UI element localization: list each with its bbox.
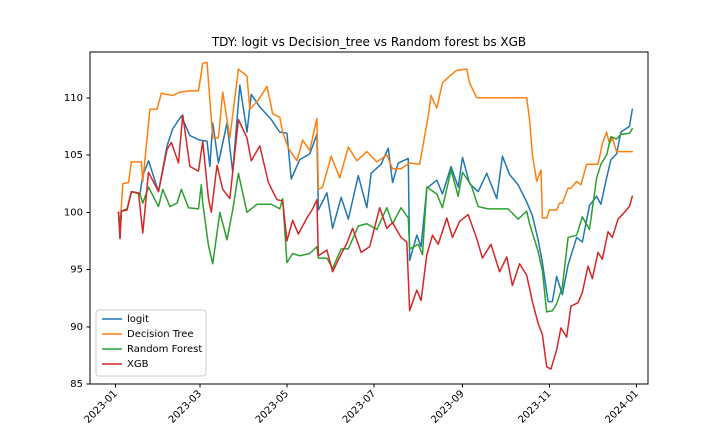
- axes-frame: [89, 51, 649, 385]
- series-line-xgb: [117, 114, 634, 370]
- y-tick-label: 95: [70, 265, 83, 276]
- chart-title: TDY: logit vs Decision_tree vs Random fo…: [211, 35, 526, 49]
- series-line-random-forest: [117, 127, 634, 313]
- y-tick-label: 85: [70, 379, 83, 390]
- y-tick-label: 110: [64, 93, 83, 104]
- y-tick-label: 105: [64, 150, 83, 161]
- y-tick-label: 90: [70, 322, 83, 333]
- legend-label: Random Forest: [127, 344, 202, 355]
- legend-label: Decision Tree: [127, 329, 194, 340]
- legend-label: logit: [127, 314, 149, 325]
- legend-box: [95, 309, 207, 377]
- axes-border: [89, 51, 649, 385]
- y-tick-label: 100: [64, 207, 83, 218]
- legend-label: XGB: [127, 359, 149, 370]
- legend: logit Decision Tree Random Forest XGB: [95, 309, 207, 377]
- series-line-decision-tree: [117, 61, 634, 230]
- y-axis-ticks: 85 90 95 100 105 110: [64, 93, 90, 390]
- series-layer: [117, 61, 634, 370]
